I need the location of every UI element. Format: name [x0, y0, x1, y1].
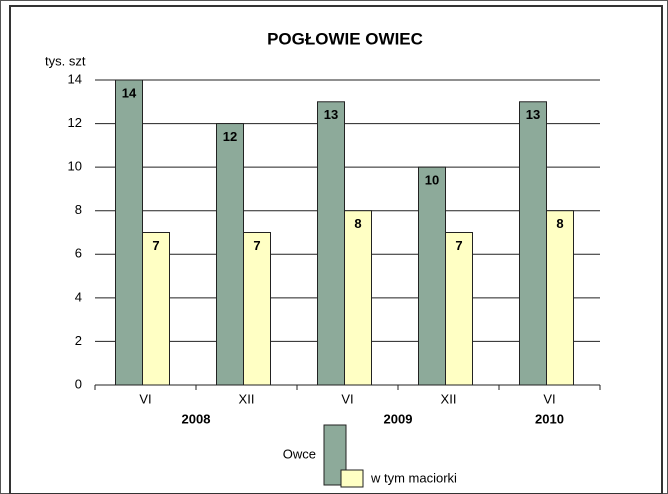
value-label: 7 [455, 238, 462, 253]
bar [546, 210, 574, 386]
y-tick-label: 4 [75, 289, 82, 304]
x-tick-label: XII [239, 391, 255, 406]
bar [344, 210, 372, 386]
y-tick-label: 10 [68, 159, 82, 174]
group-label: 2010 [535, 411, 564, 426]
value-label: 12 [223, 129, 237, 144]
chart-title: POGŁOWIE OWIEC [267, 29, 423, 48]
value-label: 13 [526, 107, 540, 122]
x-tick-label: VI [543, 391, 555, 406]
value-label: 8 [354, 216, 361, 231]
value-label: 7 [253, 238, 260, 253]
bar [142, 232, 170, 386]
group-label: 2009 [384, 411, 413, 426]
y-tick-label: 0 [75, 376, 82, 391]
bar [243, 232, 271, 386]
y-tick-label: 8 [75, 202, 82, 217]
bar [445, 232, 473, 386]
group-label: 2008 [182, 411, 211, 426]
legend-label: Owce [283, 446, 316, 461]
y-axis-label: tys. szt [45, 53, 86, 68]
value-label: 14 [122, 85, 137, 100]
bar [115, 79, 143, 386]
value-label: 13 [324, 107, 338, 122]
x-tick-label: VI [139, 391, 151, 406]
bar [317, 101, 345, 386]
bar [519, 101, 547, 386]
bar [418, 166, 446, 386]
y-tick-label: 12 [68, 115, 82, 130]
y-tick-label: 14 [68, 71, 82, 86]
y-tick-label: 6 [75, 246, 82, 261]
bar [216, 123, 244, 386]
x-tick-label: XII [441, 391, 457, 406]
value-label: 10 [425, 173, 439, 188]
value-label: 7 [152, 238, 159, 253]
value-label: 8 [556, 216, 563, 231]
y-tick-label: 2 [75, 333, 82, 348]
x-tick-label: VI [341, 391, 353, 406]
legend-swatch [340, 469, 364, 488]
legend-label: w tym maciorki [370, 470, 457, 485]
